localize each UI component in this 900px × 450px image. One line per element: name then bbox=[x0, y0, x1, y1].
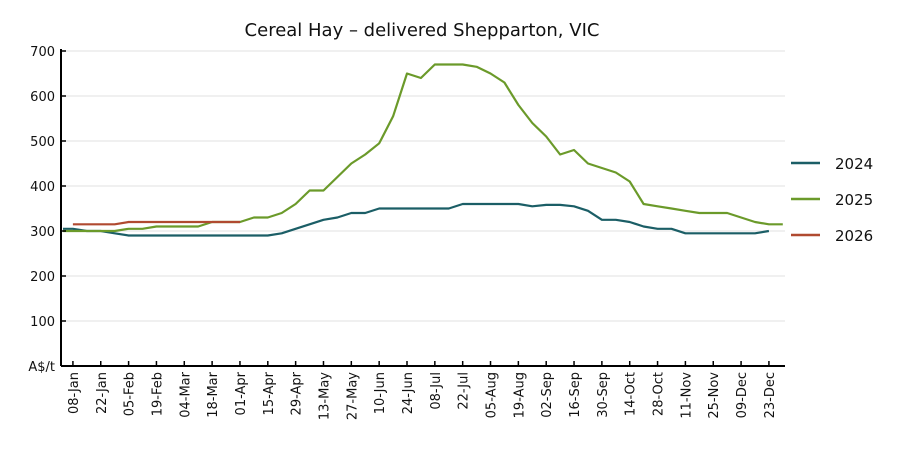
x-tick-label: 27-May bbox=[345, 372, 360, 420]
x-tick-label: 22-Jan bbox=[95, 372, 110, 414]
x-tick-label: 02-Sep bbox=[540, 372, 555, 418]
y-tick-label: 200 bbox=[30, 270, 55, 285]
x-tick-label: 25-Nov bbox=[707, 372, 722, 419]
x-tick-label: 15-Apr bbox=[262, 371, 277, 415]
series-line-2024 bbox=[63, 202, 770, 237]
legend-label-2026: 2026 bbox=[835, 227, 873, 245]
series-lines bbox=[63, 63, 783, 237]
x-tick-label: 01-Apr bbox=[234, 371, 249, 415]
gridlines bbox=[61, 50, 785, 322]
x-tick-label: 08-Jan bbox=[67, 372, 82, 414]
x-tick-label: 28-Oct bbox=[652, 372, 667, 416]
x-tick-label: 05-Aug bbox=[485, 372, 500, 418]
x-tick-label: 08-Jul bbox=[429, 372, 444, 410]
x-tick-label: 11-Nov bbox=[679, 372, 694, 419]
chart-title: Cereal Hay – delivered Shepparton, VIC bbox=[245, 20, 600, 41]
x-tick-label: 05-Feb bbox=[123, 372, 138, 416]
x-tick-label: 29-Apr bbox=[290, 371, 305, 415]
x-tick-label: 10-Jun bbox=[373, 372, 388, 414]
series-line-2026 bbox=[72, 220, 240, 226]
x-tick-label: 22-Jul bbox=[457, 372, 472, 410]
legend-label-2024: 2024 bbox=[835, 155, 873, 173]
series-line-2025 bbox=[63, 63, 783, 233]
y-tick-label: 100 bbox=[30, 315, 55, 330]
x-tick-label: 13-May bbox=[317, 372, 332, 420]
legend: 2024 2025 2026 bbox=[791, 155, 873, 245]
x-tick-label: 04-Mar bbox=[178, 371, 193, 417]
x-tick-label: 16-Sep bbox=[568, 372, 583, 418]
y-tick-label: 600 bbox=[30, 90, 55, 105]
x-tick-label: 18-Mar bbox=[206, 371, 221, 417]
x-tick-label: 30-Sep bbox=[596, 372, 611, 418]
x-tick-label: 09-Dec bbox=[735, 372, 750, 418]
y-tick-label: 400 bbox=[30, 180, 55, 195]
legend-label-2025: 2025 bbox=[835, 191, 873, 209]
y-tick-label: 500 bbox=[30, 135, 55, 150]
y-tick-label: 700 bbox=[30, 45, 55, 60]
y-tick-label: 300 bbox=[30, 225, 55, 240]
x-tick-label: 24-Jun bbox=[401, 372, 416, 414]
x-tick-label: 19-Aug bbox=[512, 372, 527, 418]
y-axis-unit-label: A$/t bbox=[28, 360, 55, 375]
x-tick-label: 19-Feb bbox=[150, 372, 165, 416]
axes: 100 200 300 400 500 600 700 A$/t 08-Jan 22-Jan 05-… bbox=[28, 45, 785, 420]
x-tick-label: 23-Dec bbox=[763, 372, 778, 418]
x-tick-label: 14-Oct bbox=[624, 372, 639, 416]
